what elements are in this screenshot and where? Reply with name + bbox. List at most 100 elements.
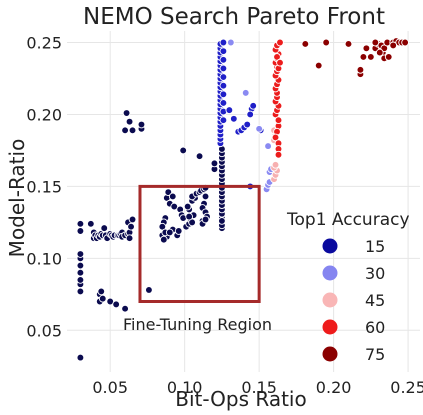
y-tick-label: 0.10 — [26, 249, 62, 268]
data-point — [264, 142, 272, 150]
data-point — [122, 109, 131, 117]
y-tick-label: 0.05 — [26, 321, 62, 340]
data-point — [301, 40, 310, 48]
data-point — [145, 286, 153, 294]
data-point — [127, 222, 135, 231]
legend-label: 30 — [365, 264, 385, 283]
legend: Top1 Accuracy 15 30 45 60 75 — [286, 210, 410, 364]
data-point — [225, 106, 234, 114]
data-point — [76, 227, 85, 235]
data-point — [241, 89, 250, 97]
data-point — [274, 116, 283, 125]
legend-label: 75 — [365, 345, 385, 364]
legend-title: Top1 Accuracy — [286, 210, 410, 230]
data-point — [218, 217, 226, 225]
data-point — [219, 64, 228, 73]
data-point — [125, 117, 134, 126]
data-point — [76, 250, 85, 258]
chart-title: NEMO Search Pareto Front — [83, 4, 385, 30]
data-point — [121, 304, 129, 313]
x-tick-label: 0.15 — [241, 378, 277, 397]
data-point — [201, 192, 210, 201]
legend-label: 45 — [365, 291, 385, 310]
y-tick-label: 0.15 — [26, 177, 62, 196]
data-point — [128, 126, 137, 135]
data-point — [219, 116, 228, 125]
data-point — [125, 234, 134, 243]
data-point — [168, 192, 177, 201]
y-tick-label: 0.25 — [26, 34, 62, 53]
data-point — [76, 261, 85, 270]
data-point — [210, 159, 219, 168]
data-point — [276, 58, 284, 67]
y-axis-label: Model-Ratio — [5, 139, 29, 258]
data-point — [356, 65, 365, 74]
data-point — [170, 202, 179, 211]
legend-marker — [322, 238, 338, 254]
data-point — [128, 215, 137, 224]
data-point — [366, 53, 375, 61]
data-point — [362, 44, 371, 53]
data-point — [86, 219, 95, 228]
data-point — [219, 73, 228, 81]
data-point — [219, 90, 228, 99]
data-point — [97, 287, 106, 296]
y-tick-label: 0.20 — [26, 105, 62, 124]
data-point — [401, 38, 409, 47]
data-point — [76, 276, 85, 284]
data-point — [389, 41, 398, 50]
x-axis-label: Bit-Ops Ratio — [175, 387, 306, 411]
data-point — [219, 38, 228, 47]
data-point — [159, 235, 168, 244]
x-tick-label: 0.05 — [92, 378, 128, 397]
fine-tuning-region-box — [138, 184, 261, 303]
data-point — [183, 202, 192, 211]
grid — [67, 31, 420, 372]
x-tick-label: 0.20 — [316, 378, 352, 397]
data-point — [322, 38, 331, 47]
y-axis-ticks: 0.05 0.10 0.15 0.20 0.25 — [26, 34, 62, 341]
data-point — [359, 53, 368, 61]
data-point — [137, 120, 146, 129]
data-point — [219, 47, 228, 55]
legend-marker — [322, 346, 338, 362]
data-point — [276, 38, 284, 47]
data-point — [112, 300, 121, 309]
data-point — [314, 61, 323, 70]
legend-label: 15 — [365, 237, 385, 256]
legend-marker — [322, 265, 338, 281]
data-point — [98, 294, 107, 303]
data-point — [229, 114, 238, 123]
legend-marker — [322, 292, 338, 308]
data-point — [344, 40, 353, 48]
data-point — [195, 152, 204, 161]
data-point — [219, 81, 228, 90]
legend-label: 60 — [365, 318, 385, 337]
data-point — [165, 228, 174, 237]
x-tick-label: 0.10 — [167, 378, 203, 397]
data-point — [274, 150, 283, 159]
x-tick-label: 0.25 — [390, 378, 423, 397]
x-axis-ticks: 0.05 0.10 0.15 0.20 0.25 — [92, 378, 423, 397]
data-point — [100, 224, 109, 232]
data-point — [174, 227, 183, 235]
fine-tuning-region-label: Fine-Tuning Region — [123, 315, 272, 334]
data-point — [271, 160, 280, 169]
data-point — [246, 110, 255, 119]
legend-marker — [322, 319, 338, 335]
data-point — [375, 48, 384, 57]
data-point — [219, 55, 228, 64]
data-points — [76, 37, 409, 362]
data-point — [179, 146, 188, 155]
data-point — [219, 99, 228, 107]
data-point — [249, 101, 258, 110]
data-point — [76, 287, 85, 296]
data-point — [76, 268, 85, 277]
data-point — [226, 38, 235, 47]
data-point — [243, 120, 252, 129]
data-point — [185, 212, 193, 221]
data-point — [76, 219, 85, 228]
data-point — [121, 126, 129, 135]
